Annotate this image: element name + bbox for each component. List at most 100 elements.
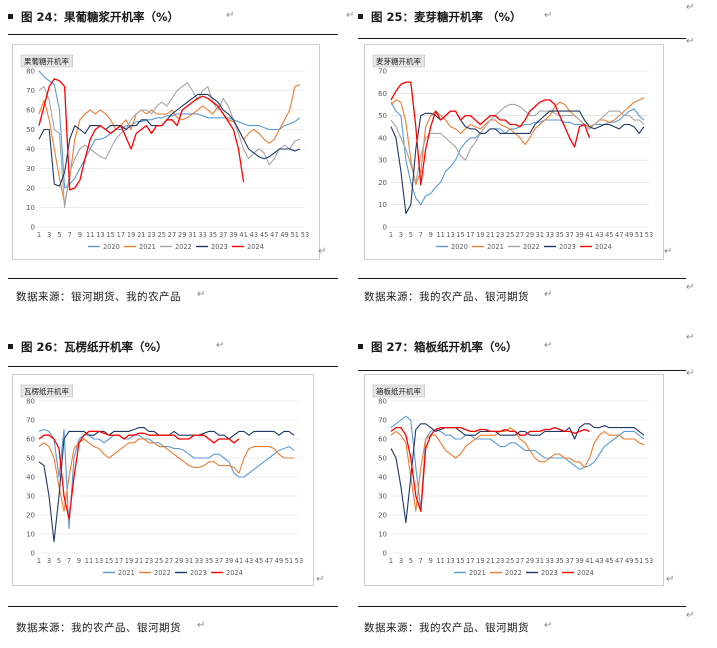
- y-tick-label: 60: [26, 436, 35, 444]
- top-rule: [358, 370, 686, 371]
- x-tick-label: 49: [280, 231, 288, 239]
- x-tick-label: 19: [476, 231, 484, 239]
- y-tick-label: 80: [26, 68, 35, 76]
- y-tick-label: 20: [378, 179, 387, 187]
- source-note: 数据来源：我的农产品、银河期货: [364, 622, 529, 634]
- y-tick-label: 20: [378, 512, 387, 520]
- return-mark-icon: ↵: [686, 2, 695, 13]
- legend-label: 2021: [469, 569, 486, 577]
- bullet-square-icon: [8, 344, 13, 349]
- x-tick-label: 35: [205, 557, 213, 565]
- legend-label: 2022: [523, 243, 540, 251]
- x-tick-label: 21: [135, 557, 143, 565]
- return-mark-icon: ↵: [316, 574, 325, 585]
- legend-label: 2024: [577, 569, 594, 577]
- figure-panel: 图 24：果葡糖浆开机率（%） ↵ 果葡糖开机率 0 10 20 30 40 50 60 70 8…: [8, 0, 348, 320]
- series-line-2024: [390, 426, 590, 512]
- y-tick-label: 0: [31, 550, 35, 558]
- x-tick-label: 27: [168, 231, 176, 239]
- bottom-rule: [358, 278, 686, 279]
- top-rule: [8, 366, 338, 367]
- chart-frame: 麦芽糖开机率 0 10 20 30 40 50 60 70 1 3 5 7 9 11 13 15 17 19 21 23…: [364, 44, 664, 260]
- legend-label: 2020: [451, 243, 468, 251]
- legend-label: 2023: [190, 569, 207, 577]
- x-tick-label: 11: [85, 557, 93, 565]
- legend-label: 2024: [226, 569, 243, 577]
- x-tick-label: 13: [446, 557, 454, 565]
- return-mark-icon: ↵: [686, 36, 695, 47]
- return-mark-icon: ↵: [226, 10, 235, 21]
- x-tick-label: 9: [78, 231, 82, 239]
- series-line-2023: [390, 110, 645, 215]
- x-tick-label: 45: [260, 231, 268, 239]
- x-tick-label: 41: [585, 557, 593, 565]
- x-tick-label: 17: [466, 231, 474, 239]
- source-note: 数据来源：我的农产品、银河期货: [16, 622, 181, 634]
- x-tick-label: 35: [555, 557, 563, 565]
- x-tick-label: 11: [436, 231, 444, 239]
- x-tick-label: 51: [635, 557, 643, 565]
- x-tick-label: 49: [625, 231, 633, 239]
- y-tick-label: 30: [26, 493, 35, 501]
- x-tick-label: 31: [188, 231, 196, 239]
- x-tick-label: 37: [215, 557, 223, 565]
- x-tick-label: 43: [245, 557, 253, 565]
- legend-label: 2021: [118, 569, 135, 577]
- chart-frame: 瓦楞纸开机率 0 10 20 30 40 50 60 70 80 1 3 5 7 9 11 13 15 17 19 21…: [12, 374, 314, 586]
- x-tick-label: 47: [270, 231, 278, 239]
- x-tick-label: 47: [615, 557, 623, 565]
- x-tick-label: 7: [419, 231, 423, 239]
- chart-title-box: [372, 54, 425, 68]
- legend-label: 2023: [211, 243, 228, 251]
- x-tick-label: 51: [635, 231, 643, 239]
- legend-label: 2022: [154, 569, 171, 577]
- y-tick-label: 60: [378, 90, 387, 98]
- bullet-square-icon: [358, 14, 363, 19]
- x-tick-label: 53: [645, 231, 653, 239]
- x-tick-label: 29: [178, 231, 186, 239]
- x-tick-label: 27: [165, 557, 173, 565]
- x-tick-label: 7: [419, 557, 423, 565]
- y-tick-label: 0: [383, 550, 387, 558]
- x-tick-label: 39: [575, 557, 583, 565]
- x-tick-label: 33: [546, 557, 554, 565]
- y-tick-label: 50: [26, 126, 35, 134]
- series-line-2022: [390, 103, 645, 183]
- y-tick-label: 70: [378, 68, 387, 76]
- x-tick-label: 45: [605, 557, 613, 565]
- series-line-2022: [38, 82, 301, 209]
- x-tick-label: 33: [195, 557, 203, 565]
- y-tick-label: 70: [26, 417, 35, 425]
- x-tick-label: 27: [516, 557, 524, 565]
- chart-frame: 箱板纸开机率 0 10 20 30 40 50 60 70 80 1 3 5 7 9 11 13 15 17 19 21…: [364, 374, 664, 586]
- x-tick-label: 3: [399, 231, 403, 239]
- legend-label: 2024: [595, 243, 612, 251]
- x-tick-label: 43: [595, 231, 603, 239]
- x-tick-label: 23: [145, 557, 153, 565]
- source-note: 数据来源：我的农产品、银河期货: [364, 291, 529, 303]
- y-tick-label: 0: [383, 224, 387, 232]
- x-tick-label: 5: [409, 231, 413, 239]
- chart-frame: 果葡糖开机率 0 10 20 30 40 50 60 70 80 1 3 5 7 9 11 13 15 17 19 21…: [12, 44, 320, 260]
- legend-label: 2024: [247, 243, 264, 251]
- x-tick-label: 43: [250, 231, 258, 239]
- x-tick-label: 39: [575, 231, 583, 239]
- x-tick-label: 25: [158, 231, 166, 239]
- x-tick-label: 37: [565, 231, 573, 239]
- x-tick-label: 3: [399, 557, 403, 565]
- x-tick-label: 3: [47, 231, 51, 239]
- return-mark-icon: ↵: [216, 340, 225, 351]
- x-tick-label: 39: [229, 231, 237, 239]
- x-tick-label: 7: [68, 231, 72, 239]
- return-mark-icon: ↵: [686, 610, 695, 621]
- x-tick-label: 51: [291, 231, 299, 239]
- x-tick-label: 49: [275, 557, 283, 565]
- source-note: 数据来源：银河期货、我的农产品: [16, 291, 181, 303]
- chart-title: 果葡糖开机率: [24, 56, 69, 66]
- y-tick-label: 30: [26, 165, 35, 173]
- legend-label: 2022: [505, 569, 522, 577]
- y-tick-label: 50: [378, 112, 387, 120]
- y-tick-label: 70: [26, 87, 35, 95]
